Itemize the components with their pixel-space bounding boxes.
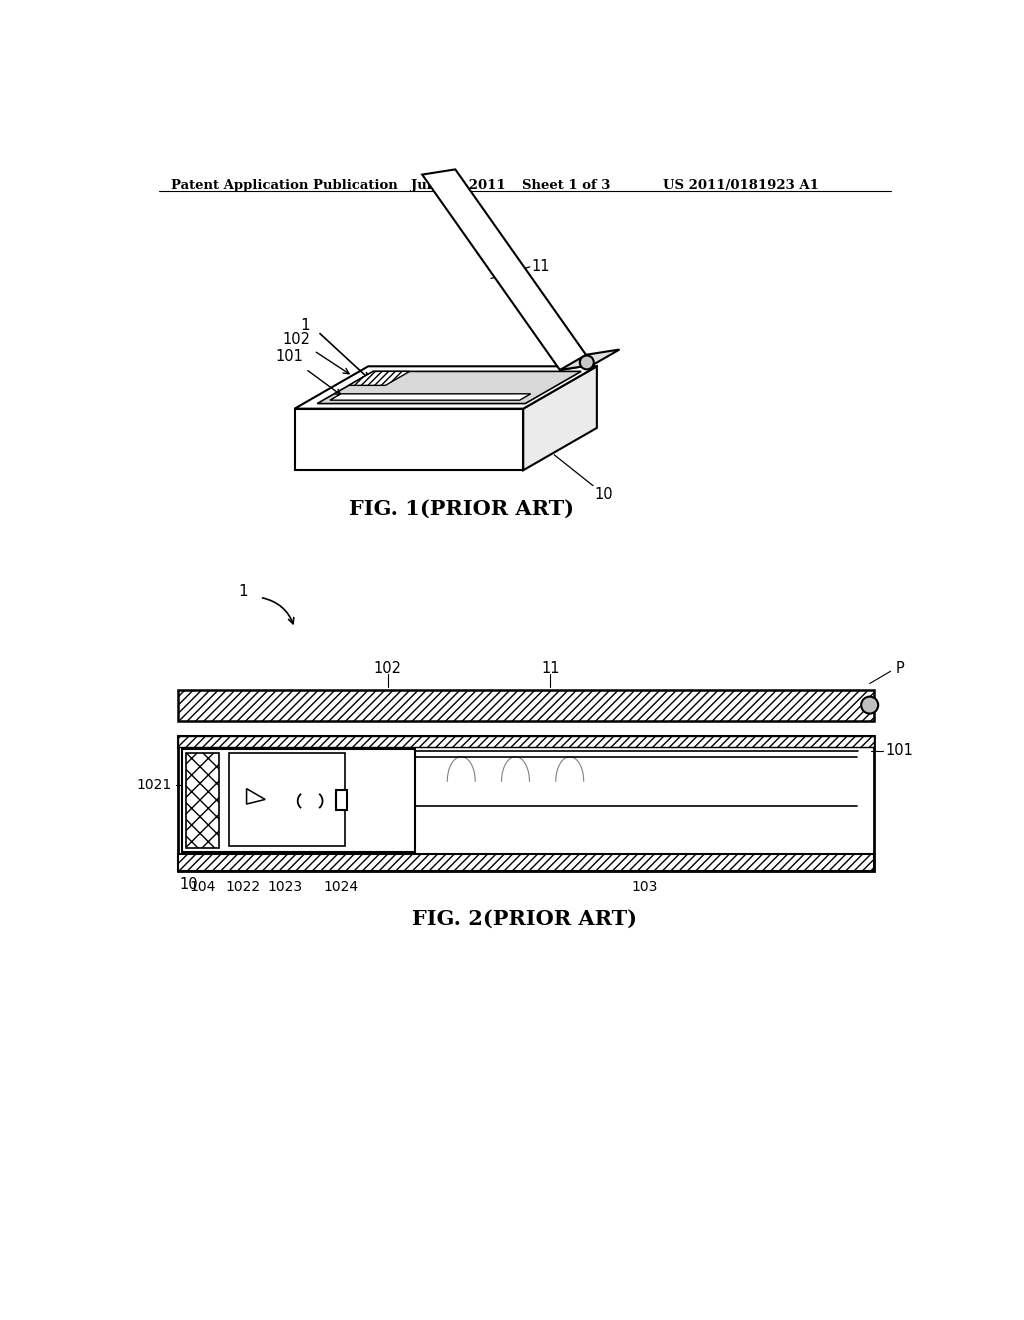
Text: FIG. 2(PRIOR ART): FIG. 2(PRIOR ART) bbox=[413, 909, 637, 929]
Circle shape bbox=[580, 355, 594, 370]
Polygon shape bbox=[295, 409, 523, 470]
Text: 101: 101 bbox=[275, 348, 303, 363]
Polygon shape bbox=[247, 788, 265, 804]
Bar bbox=[178, 737, 873, 747]
Polygon shape bbox=[295, 367, 597, 409]
Bar bbox=[178, 737, 873, 747]
Text: L: L bbox=[259, 772, 265, 785]
Text: FIG. 1(PRIOR ART): FIG. 1(PRIOR ART) bbox=[349, 499, 573, 519]
Text: US 2011/0181923 A1: US 2011/0181923 A1 bbox=[663, 180, 818, 193]
Text: 103: 103 bbox=[631, 880, 657, 894]
Text: 104: 104 bbox=[189, 880, 216, 894]
Text: 1022: 1022 bbox=[225, 880, 260, 894]
Text: Patent Application Publication: Patent Application Publication bbox=[171, 180, 397, 193]
Text: Jul. 28, 2011: Jul. 28, 2011 bbox=[411, 180, 506, 193]
Polygon shape bbox=[422, 169, 593, 370]
Text: 11: 11 bbox=[531, 259, 550, 273]
Circle shape bbox=[861, 697, 879, 714]
Text: 11: 11 bbox=[541, 660, 560, 676]
Text: P: P bbox=[895, 660, 904, 676]
Text: 1: 1 bbox=[239, 583, 248, 599]
Text: 1024: 1024 bbox=[324, 880, 358, 894]
Polygon shape bbox=[330, 393, 530, 400]
Text: 101: 101 bbox=[885, 743, 913, 758]
Text: 102: 102 bbox=[374, 660, 401, 676]
Bar bbox=[336, 791, 346, 810]
Text: 1021: 1021 bbox=[137, 779, 172, 792]
Polygon shape bbox=[560, 350, 620, 370]
Text: 1: 1 bbox=[300, 318, 310, 333]
Text: 102: 102 bbox=[282, 331, 310, 347]
Text: 1023: 1023 bbox=[267, 880, 302, 894]
Bar bbox=[228, 752, 345, 846]
Bar bbox=[178, 737, 873, 871]
Bar bbox=[178, 854, 873, 871]
Bar bbox=[178, 689, 873, 721]
Text: 10: 10 bbox=[595, 487, 613, 502]
Polygon shape bbox=[349, 371, 410, 385]
Polygon shape bbox=[523, 367, 597, 470]
Polygon shape bbox=[317, 371, 582, 404]
Text: Sheet 1 of 3: Sheet 1 of 3 bbox=[521, 180, 610, 193]
Bar bbox=[182, 748, 415, 853]
Bar bbox=[186, 752, 219, 849]
Text: 10: 10 bbox=[180, 876, 199, 892]
